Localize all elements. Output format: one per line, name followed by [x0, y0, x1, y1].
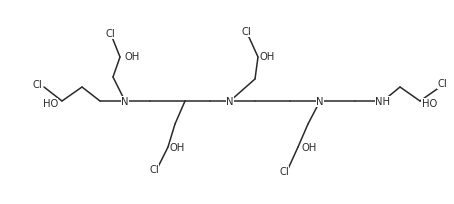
Text: N: N — [316, 96, 324, 106]
Text: NH: NH — [375, 96, 390, 106]
Text: Cl: Cl — [438, 79, 448, 89]
Text: Cl: Cl — [149, 164, 159, 174]
Text: Cl: Cl — [105, 29, 115, 39]
Text: HO: HO — [422, 99, 437, 109]
Text: N: N — [121, 96, 129, 106]
Text: Cl: Cl — [241, 27, 251, 37]
Text: N: N — [226, 96, 234, 106]
Text: HO: HO — [43, 99, 58, 109]
Text: Cl: Cl — [32, 80, 42, 90]
Text: OH: OH — [260, 52, 275, 62]
Text: OH: OH — [302, 142, 317, 152]
Text: OH: OH — [125, 52, 140, 62]
Text: Cl: Cl — [279, 166, 289, 176]
Text: OH: OH — [170, 142, 185, 152]
